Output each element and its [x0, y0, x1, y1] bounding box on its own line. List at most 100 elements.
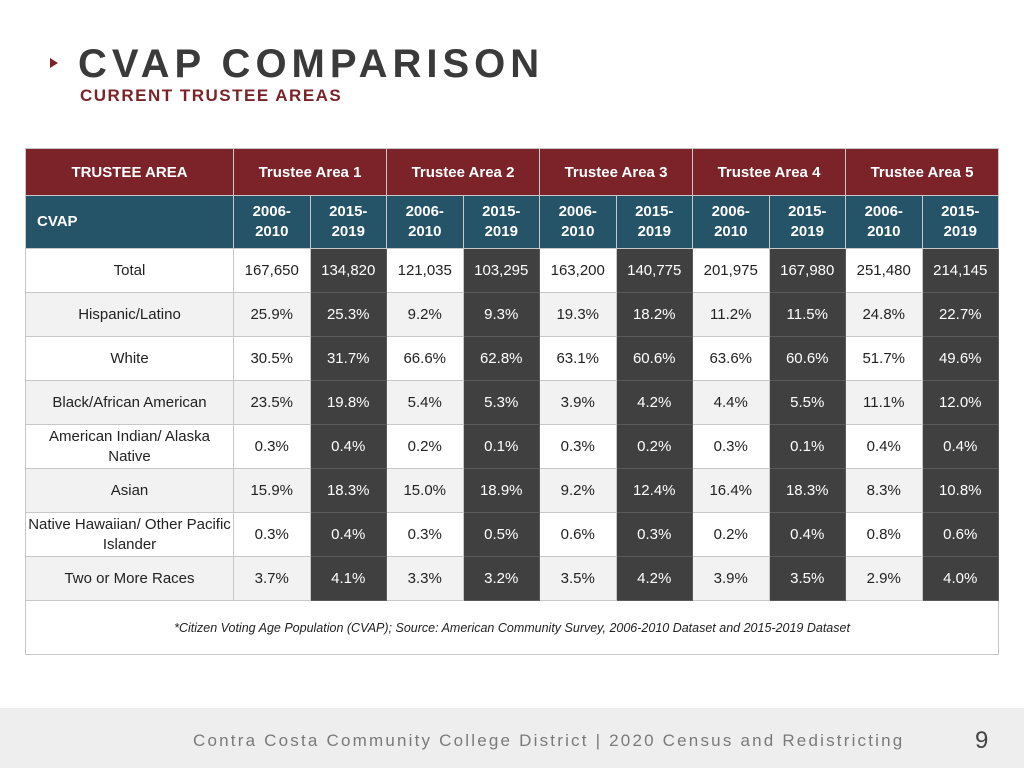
table-cell: 214,145 [921, 248, 999, 293]
table-cell: 4.1% [309, 556, 387, 601]
table-cell: 31.7% [309, 336, 387, 381]
area-header: Trustee Area 3 [539, 148, 693, 196]
table-cell: 0.6% [539, 512, 617, 557]
table-cell: 49.6% [921, 336, 999, 381]
table-cell: 4.4% [692, 380, 770, 425]
table-cell: 3.5% [768, 556, 846, 601]
table-cell: 9.2% [386, 292, 464, 337]
table-cell: 3.7% [233, 556, 311, 601]
table-cell: 251,480 [845, 248, 923, 293]
table-cell: 0.4% [768, 512, 846, 557]
period-header: 2015- 2019 [615, 195, 693, 249]
table-row: Asian 15.9% 18.3% 15.0% 18.9% 9.2% 12.4% 16.4% 1… [25, 468, 999, 513]
page-title: CVAP COMPARISON [78, 42, 545, 86]
table-cell: 0.2% [615, 424, 693, 469]
area-header: Trustee Area 5 [845, 148, 999, 196]
table-row: White 30.5% 31.7% 66.6% 62.8% 63.1% 60.6% 63.6%… [25, 336, 999, 381]
table-cell: 19.8% [309, 380, 387, 425]
table-cell: 0.1% [462, 424, 540, 469]
table-cell: 16.4% [692, 468, 770, 513]
table-cell: 0.3% [233, 512, 311, 557]
period-header: 2006- 2010 [386, 195, 464, 249]
table-cell: 11.2% [692, 292, 770, 337]
table-cell: 60.6% [768, 336, 846, 381]
table-cell: 66.6% [386, 336, 464, 381]
table-cell: 167,980 [768, 248, 846, 293]
table-cell: 12.0% [921, 380, 999, 425]
table-cell: 18.3% [309, 468, 387, 513]
table-cell: 63.6% [692, 336, 770, 381]
footer-text: Contra Costa Community College District … [193, 731, 905, 750]
table-cell: 5.3% [462, 380, 540, 425]
table-area-header-row: TRUSTEE AREA Trustee Area 1 Trustee Area… [25, 148, 999, 196]
table-cell: 19.3% [539, 292, 617, 337]
table-cell: 62.8% [462, 336, 540, 381]
table-cell: 167,650 [233, 248, 311, 293]
table-cell: 63.1% [539, 336, 617, 381]
table-cell: 8.3% [845, 468, 923, 513]
row-label: White [25, 336, 234, 381]
footer-band [0, 708, 1024, 768]
table-cell: 0.3% [539, 424, 617, 469]
table-cell: 134,820 [309, 248, 387, 293]
table-cell: 5.4% [386, 380, 464, 425]
cvap-header: CVAP [25, 195, 234, 249]
period-header: 2006- 2010 [539, 195, 617, 249]
table-cell: 0.3% [386, 512, 464, 557]
table-cell: 0.2% [386, 424, 464, 469]
table-cell: 5.5% [768, 380, 846, 425]
table-cell: 4.0% [921, 556, 999, 601]
table-cell: 25.9% [233, 292, 311, 337]
table-cell: 30.5% [233, 336, 311, 381]
table-cell: 10.8% [921, 468, 999, 513]
period-header: 2015- 2019 [768, 195, 846, 249]
table-cell: 0.4% [309, 512, 387, 557]
table-cell: 0.5% [462, 512, 540, 557]
table-cell: 0.6% [921, 512, 999, 557]
row-label: American Indian/ Alaska Native [25, 424, 234, 469]
table-cell: 0.4% [845, 424, 923, 469]
table-cell: 18.2% [615, 292, 693, 337]
table-cell: 3.5% [539, 556, 617, 601]
page-subtitle: CURRENT TRUSTEE AREAS [80, 86, 343, 105]
row-label: Total [25, 248, 234, 293]
row-label: Asian [25, 468, 234, 513]
table-cell: 9.2% [539, 468, 617, 513]
table-cell: 201,975 [692, 248, 770, 293]
table-cell: 18.9% [462, 468, 540, 513]
table-cell: 3.9% [539, 380, 617, 425]
table-cell: 12.4% [615, 468, 693, 513]
period-header: 2006- 2010 [233, 195, 311, 249]
table-cell: 3.3% [386, 556, 464, 601]
table-cell: 163,200 [539, 248, 617, 293]
table-cell: 11.5% [768, 292, 846, 337]
page-number: 9 [975, 727, 989, 754]
table-cell: 0.8% [845, 512, 923, 557]
table-cell: 2.9% [845, 556, 923, 601]
table-cell: 140,775 [615, 248, 693, 293]
table-cell: 11.1% [845, 380, 923, 425]
table-cell: 15.0% [386, 468, 464, 513]
table-cell: 18.3% [768, 468, 846, 513]
period-header: 2006- 2010 [692, 195, 770, 249]
table-row: Native Hawaiian/ Other Pacific Islander 0… [25, 512, 999, 557]
period-header: 2015- 2019 [309, 195, 387, 249]
table-cell: 15.9% [233, 468, 311, 513]
table-cell: 23.5% [233, 380, 311, 425]
period-header: 2015- 2019 [921, 195, 999, 249]
table-cell: 0.3% [615, 512, 693, 557]
table-cell: 22.7% [921, 292, 999, 337]
area-header: Trustee Area 4 [692, 148, 846, 196]
table-row: Hispanic/Latino 25.9% 25.3% 9.2% 9.3% 19.3% 18… [25, 292, 999, 337]
table-row: Black/African American 23.5% 19.8% 5.4% 5.3%… [25, 380, 999, 425]
table-cell: 4.2% [615, 380, 693, 425]
table-row: American Indian/ Alaska Native 0.3% 0.4% 0.… [25, 424, 999, 469]
footnote: *Citizen Voting Age Population (CVAP); S… [25, 600, 999, 655]
table-cell: 3.9% [692, 556, 770, 601]
cvap-comparison-table: TRUSTEE AREA Trustee Area 1 Trustee Area… [25, 148, 999, 655]
table-period-header-row: CVAP 2006- 2010 2015- 2019 2006- 2010 2015- 201… [25, 195, 999, 249]
table-cell: 60.6% [615, 336, 693, 381]
title-bullet-icon [50, 58, 58, 68]
footnote-row: *Citizen Voting Age Population (CVAP); S… [25, 600, 999, 655]
table-row: Two or More Races 3.7% 4.1% 3.3% 3.2% 3.5% 4.2… [25, 556, 999, 601]
